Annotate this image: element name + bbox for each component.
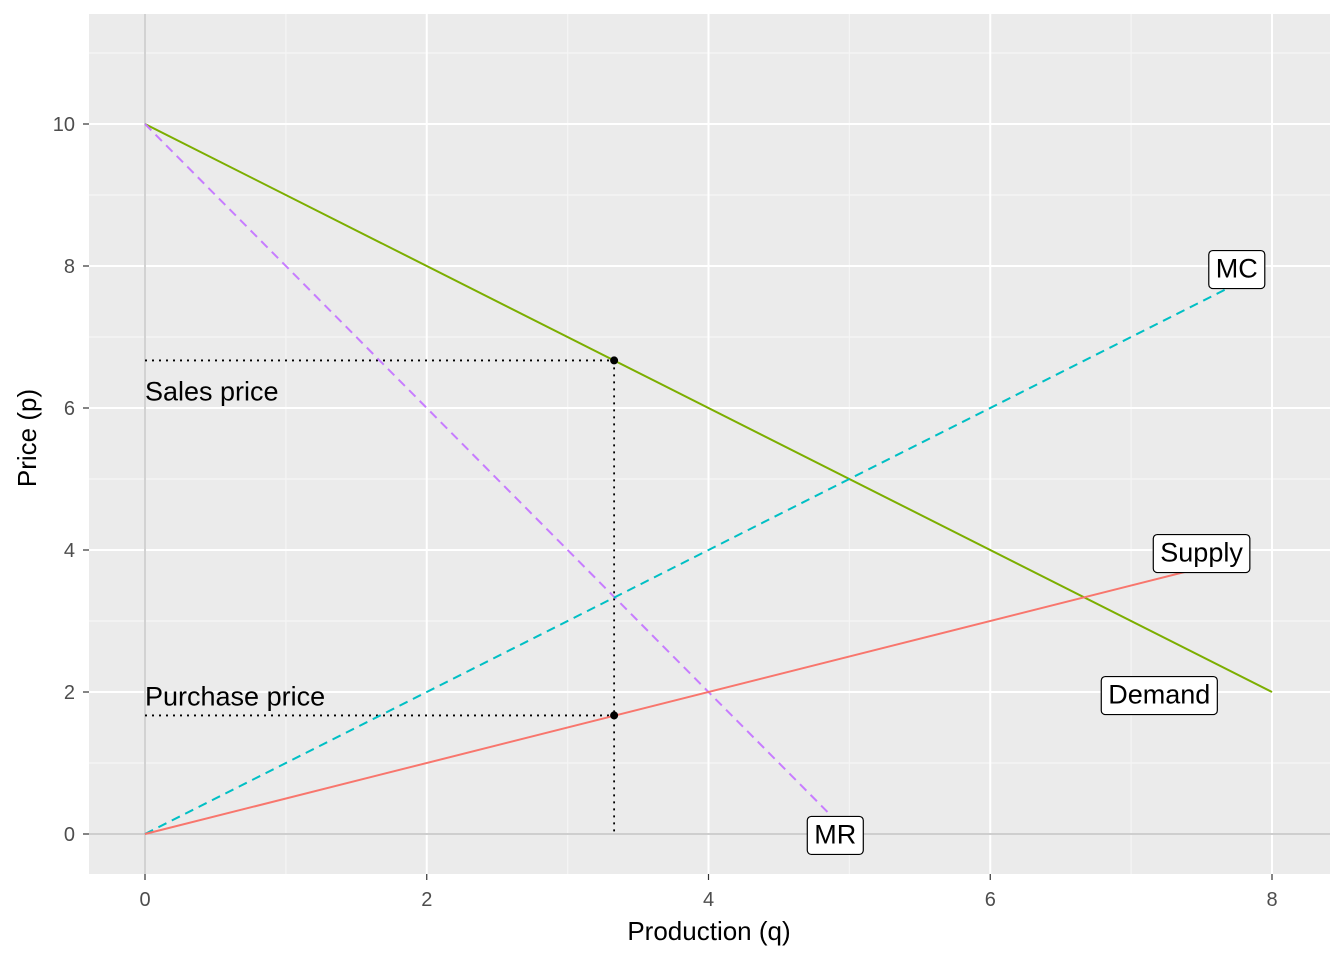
svg-text:MR: MR (814, 820, 856, 850)
y-tick-label: 6 (64, 398, 75, 420)
axis-tick-marks (83, 123, 1273, 880)
series-labels: MC Supply Demand MR (806, 249, 1266, 856)
x-axis-title: Production (q) (627, 916, 790, 946)
series-label-mr: MR (806, 815, 864, 856)
series-label-supply: Supply (1152, 533, 1251, 574)
y-tick-label: 2 (64, 682, 75, 704)
x-tick-label: 8 (1266, 889, 1277, 911)
y-tick-label: 4 (64, 540, 75, 562)
data-points (610, 356, 619, 720)
x-tick-label: 6 (985, 889, 996, 911)
series-line-mr (144, 123, 829, 814)
data-point (610, 711, 619, 720)
annotation-sales-price: Sales price (145, 376, 279, 406)
y-tick-label: 0 (64, 824, 75, 846)
series-line-mc (144, 282, 1238, 835)
series-label-mc: MC (1208, 249, 1266, 290)
annotations: Sales price Purchase price (145, 376, 325, 711)
x-tick-label: 2 (421, 889, 432, 911)
svg-text:Supply: Supply (1160, 538, 1243, 568)
x-tick-label: 0 (139, 889, 150, 911)
series-line-supply (144, 566, 1202, 835)
data-point (610, 356, 619, 365)
y-axis-ticks: 0 2 4 6 8 10 (53, 114, 75, 846)
y-tick-label: 10 (53, 114, 75, 136)
y-tick-label: 8 (64, 256, 75, 278)
annotation-purchase-price: Purchase price (145, 682, 325, 712)
series-label-demand: Demand (1100, 675, 1218, 716)
svg-text:MC: MC (1216, 254, 1258, 284)
series-lines (144, 123, 1273, 835)
reference-lines (89, 14, 1330, 874)
x-tick-label: 4 (703, 889, 714, 911)
x-axis-ticks: 0 2 4 6 8 (139, 889, 1277, 911)
y-axis-title: Price (p) (12, 389, 42, 487)
svg-text:Demand: Demand (1108, 680, 1210, 710)
